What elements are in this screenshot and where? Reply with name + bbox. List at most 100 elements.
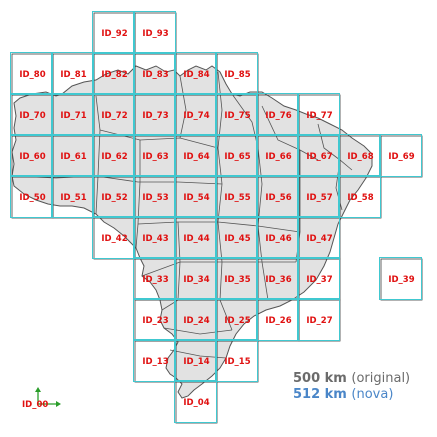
grid-cell-label: ID_50 <box>19 193 45 203</box>
grid-cell-label: ID_37 <box>306 275 332 285</box>
grid-cell-new <box>10 93 53 136</box>
grid-cell-label: ID_66 <box>265 152 291 162</box>
grid-cell-new <box>174 93 217 136</box>
grid-cell-new <box>51 93 94 136</box>
grid-new <box>10 11 422 423</box>
grid-cell-new <box>338 175 381 218</box>
grid-cell-label: ID_53 <box>142 193 168 203</box>
grid-cell-new <box>215 298 258 341</box>
grid-cell-new <box>10 52 53 95</box>
grid-cell-new <box>133 52 176 95</box>
grid-cell-label: ID_13 <box>142 357 168 367</box>
grid-cell-label: ID_56 <box>265 193 291 203</box>
grid-cell-new <box>215 93 258 136</box>
legend-nova-note: (nova) <box>351 387 394 402</box>
grid-cell-new <box>174 257 217 300</box>
grid-cell-label: ID_72 <box>101 111 127 121</box>
grid-cell-label: ID_45 <box>224 234 250 244</box>
grid-cell-new <box>338 134 381 177</box>
grid-cell-new <box>174 216 217 259</box>
grid-cell-label: ID_64 <box>183 152 209 162</box>
grid-cell-new <box>215 216 258 259</box>
grid-cell-label: ID_75 <box>224 111 250 121</box>
legend-original-value: 500 km <box>293 371 347 386</box>
grid-cell-label: ID_26 <box>265 316 291 326</box>
grid-cell-new <box>92 175 135 218</box>
grid-cell-new <box>133 175 176 218</box>
grid-cell-new <box>297 216 340 259</box>
grid-cell-label: ID_34 <box>183 275 209 285</box>
grid-cell-new <box>256 216 299 259</box>
grid-cell-new <box>297 257 340 300</box>
grid-cell-new <box>256 257 299 300</box>
grid-cell-new <box>256 134 299 177</box>
grid-cell-new <box>174 175 217 218</box>
grid-cell-new <box>51 175 94 218</box>
grid-cell-label: ID_82 <box>101 70 127 80</box>
grid-cell-label: ID_15 <box>224 357 250 367</box>
grid-cell-new <box>51 52 94 95</box>
grid-cell-label: ID_84 <box>183 70 209 80</box>
grid-cell-new <box>133 134 176 177</box>
grid-cell-label: ID_23 <box>142 316 168 326</box>
grid-cell-new <box>379 134 422 177</box>
grid-cell-label: ID_43 <box>142 234 168 244</box>
grid-cell-new <box>256 93 299 136</box>
grid-cell-label: ID_36 <box>265 275 291 285</box>
grid-cell-label: ID_46 <box>265 234 291 244</box>
grid-cell-new <box>10 134 53 177</box>
grid-cell-new <box>51 134 94 177</box>
grid-cell-new <box>297 134 340 177</box>
grid-cell-new <box>133 339 176 382</box>
grid-cell-new <box>92 134 135 177</box>
grid-cell-new <box>174 298 217 341</box>
grid-cell-label: ID_65 <box>224 152 250 162</box>
grid-cell-new <box>297 175 340 218</box>
grid-cell-new <box>174 134 217 177</box>
origin-axis-icon <box>35 387 61 407</box>
grid-cell-new <box>297 93 340 136</box>
grid-cell-new <box>256 175 299 218</box>
grid-cell-label: ID_81 <box>60 70 86 80</box>
grid-cell-new <box>92 52 135 95</box>
grid-cell-label: ID_61 <box>60 152 86 162</box>
grid-cell-new <box>174 52 217 95</box>
grid-cell-label: ID_58 <box>347 193 373 203</box>
grid-cell-label: ID_92 <box>101 29 127 39</box>
grid-cell-label: ID_57 <box>306 193 332 203</box>
grid-cell-label: ID_74 <box>183 111 209 121</box>
legend-original: 500 km (original) <box>293 371 410 386</box>
grid-cell-new <box>379 257 422 300</box>
country-shape <box>11 65 373 399</box>
grid-cell-new <box>174 339 217 382</box>
grid-cell-label: ID_69 <box>388 152 414 162</box>
legend-original-note: (original) <box>351 371 411 386</box>
grid-cell-label: ID_14 <box>183 357 209 367</box>
grid-cell-label: ID_52 <box>101 193 127 203</box>
grid-cell-label: ID_60 <box>19 152 45 162</box>
grid-cell-label: ID_24 <box>183 316 209 326</box>
grid-cell-new <box>215 257 258 300</box>
grid-cell-label: ID_83 <box>142 70 168 80</box>
legend-nova: 512 km (nova) <box>293 387 393 402</box>
grid-cell-label: ID_85 <box>224 70 250 80</box>
grid-cell-label: ID_42 <box>101 234 127 244</box>
grid-cell-new <box>215 134 258 177</box>
grid-cell-new <box>215 52 258 95</box>
grid-cell-label: ID_76 <box>265 111 291 121</box>
grid-cell-new <box>174 380 217 423</box>
grid-cell-label: ID_71 <box>60 111 86 121</box>
grid-cell-label: ID_55 <box>224 193 250 203</box>
grid-cell-label: ID_39 <box>388 275 414 285</box>
grid-cell-label: ID_27 <box>306 316 332 326</box>
origin-label: ID_00 <box>22 400 49 410</box>
grid-cell-new <box>92 11 135 54</box>
grid-cell-label: ID_67 <box>306 152 332 162</box>
grid-cell-label: ID_63 <box>142 152 168 162</box>
grid-cell-new <box>10 175 53 218</box>
grid-cell-label: ID_62 <box>101 152 127 162</box>
grid-cell-label: ID_80 <box>19 70 45 80</box>
grid-cell-label: ID_70 <box>19 111 45 121</box>
grid-cell-new <box>92 93 135 136</box>
